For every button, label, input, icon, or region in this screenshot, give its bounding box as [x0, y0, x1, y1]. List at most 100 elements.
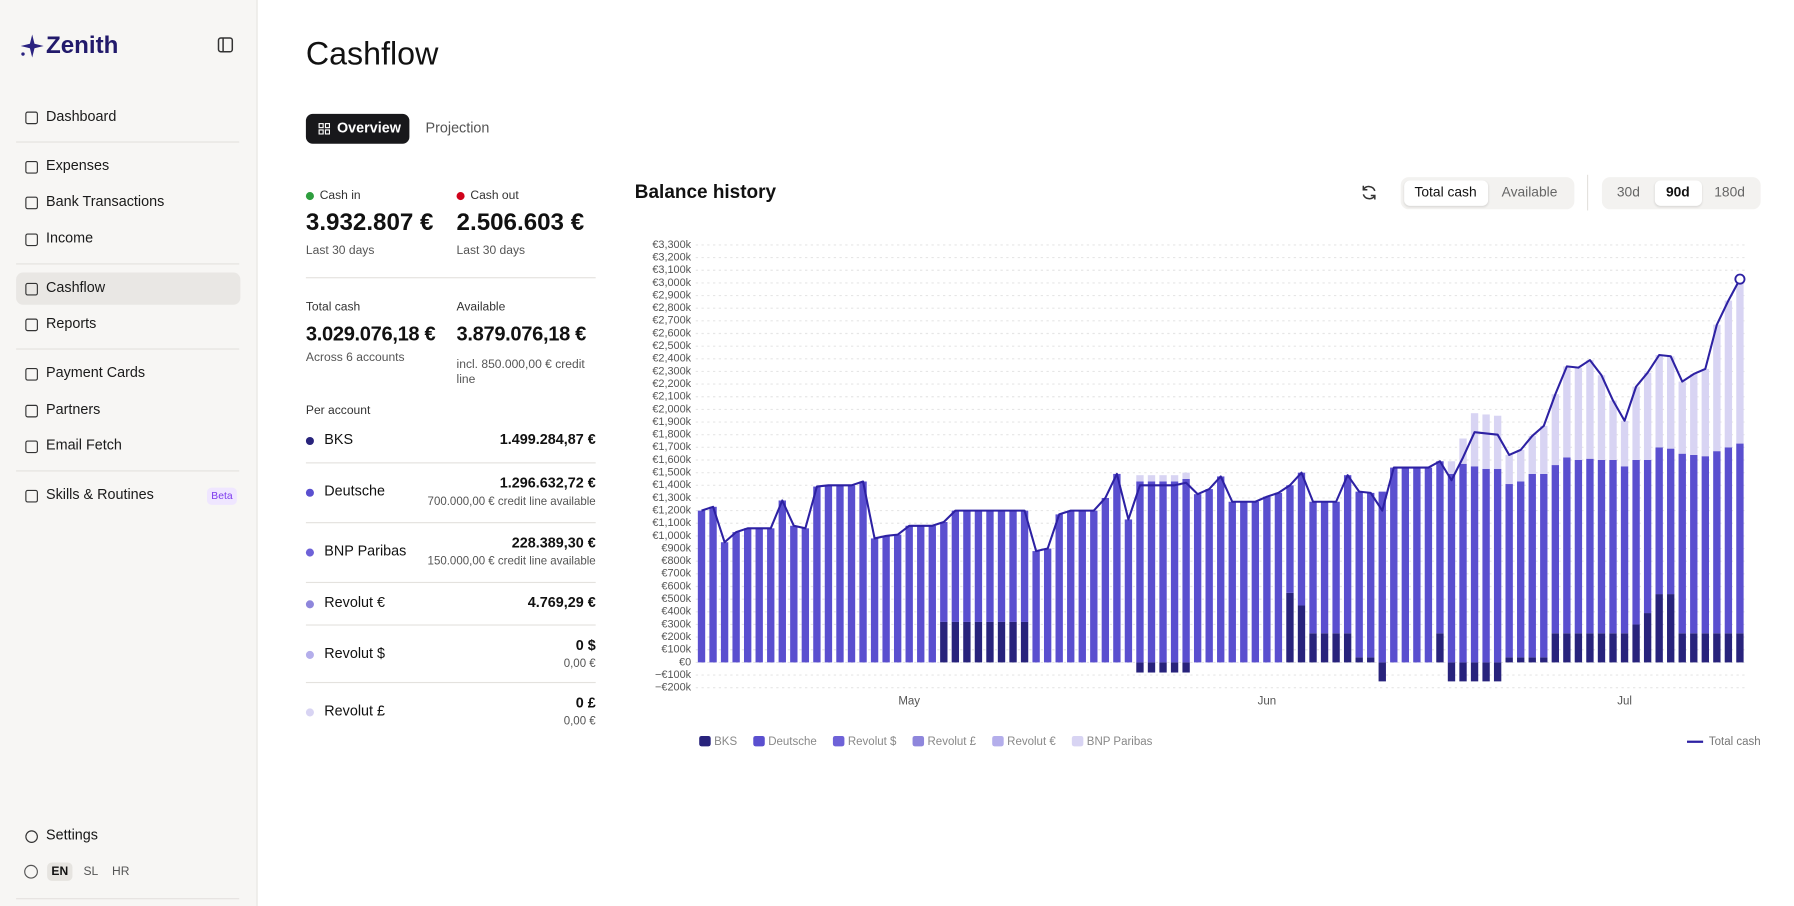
account-balance: 228.389,30 € [511, 535, 596, 552]
bar-segment [1482, 414, 1490, 469]
bar-segment [1124, 519, 1133, 663]
nav-item[interactable]: Email Fetch [46, 437, 122, 454]
account-balance: 0 $ [575, 637, 596, 654]
account-note: 0,00 € [563, 715, 596, 728]
bar-segment [1240, 501, 1248, 663]
nav-icon [25, 196, 38, 210]
nav-active-bg [16, 272, 241, 305]
bar-segment [801, 528, 810, 663]
view-option[interactable]: Available [1501, 184, 1558, 201]
nav-item[interactable]: Income [46, 230, 94, 247]
nav-item[interactable]: Cashflow [46, 279, 106, 296]
bar-segment [1505, 657, 1513, 663]
nav-item[interactable]: Payment Cards [46, 364, 146, 381]
section-title: Per account [305, 403, 371, 418]
y-tick-label: −€200k [655, 682, 692, 694]
bar-segment [1701, 368, 1709, 457]
bar-segment [951, 621, 960, 663]
nav-item[interactable]: Dashboard [46, 108, 117, 125]
bar-segment [824, 485, 833, 663]
account-dot [305, 488, 314, 497]
range-toggle-active [1654, 180, 1702, 206]
y-tick-label: €400k [661, 606, 691, 618]
beta-badge [207, 487, 237, 505]
refresh-button[interactable] [1360, 184, 1377, 201]
y-tick-label: €1,100k [652, 517, 691, 529]
account-name: BKS [324, 431, 354, 448]
y-tick-label: €1,200k [652, 504, 691, 516]
nav-item[interactable]: Expenses [46, 157, 110, 174]
range-option[interactable]: 90d [1665, 184, 1690, 201]
y-tick-label: €2,200k [652, 378, 691, 390]
bar-segment [1609, 633, 1617, 663]
bar-segment [1736, 279, 1744, 444]
settings[interactable]: Settings [46, 827, 98, 844]
bar-segment [1101, 497, 1110, 663]
tab[interactable]: Overview [336, 119, 401, 136]
range-option[interactable]: 180d [1714, 184, 1745, 201]
legend-swatch [992, 736, 1004, 747]
bar-segment [974, 621, 983, 663]
nav-item[interactable]: Bank Transactions [46, 193, 165, 210]
y-tick-label: €800k [661, 555, 691, 567]
nav-item[interactable]: Reports [46, 315, 97, 332]
bar-segment [1574, 367, 1583, 460]
bar-segment [859, 481, 867, 663]
bar-segment [1736, 443, 1744, 634]
bar-segment [1643, 613, 1652, 663]
settings-icon [25, 830, 38, 843]
account-name: Deutsche [324, 483, 386, 500]
bar-segment [1182, 478, 1190, 663]
y-tick-label: €2,300k [652, 365, 691, 377]
bar-segment [1043, 548, 1052, 663]
bar-segment [1136, 481, 1144, 663]
bar-segment [1020, 510, 1029, 622]
bar-segment [1597, 633, 1606, 663]
language-option[interactable]: SL [83, 864, 99, 879]
bar-segment [1551, 394, 1560, 466]
bar-segment [1505, 484, 1513, 658]
language-option[interactable]: HR [112, 864, 130, 879]
bar-segment [1574, 460, 1583, 634]
total-cash-line [701, 278, 1741, 553]
bar-segment [1078, 510, 1086, 663]
bar-segment [1736, 633, 1744, 663]
bar-segment [905, 525, 913, 663]
view-option[interactable]: Total cash [1414, 184, 1477, 201]
bar-segment [1113, 473, 1121, 663]
bar-segment [940, 521, 948, 622]
stat-note: incl. 850.000,00 € credit line [456, 357, 585, 386]
bar-segment [870, 538, 879, 663]
bar-segment [1147, 475, 1156, 482]
bar-segment [1563, 633, 1571, 663]
language-option[interactable]: EN [51, 864, 69, 879]
bar-segment [1032, 551, 1040, 663]
bar-segment [974, 510, 983, 622]
legend-label: Revolut € [1007, 736, 1056, 748]
account-balance: 0 £ [575, 694, 596, 711]
bar-segment [997, 510, 1006, 622]
bar-segment [1193, 494, 1202, 663]
bar-segment [1170, 662, 1179, 673]
bar-segment [1551, 633, 1560, 663]
tab-active[interactable] [305, 113, 410, 144]
nav-item[interactable]: Skills & Routines [46, 486, 154, 503]
bar-segment [1147, 662, 1156, 673]
y-tick-label: −€100k [655, 669, 692, 681]
bar-segment [1586, 633, 1594, 663]
bar-segment [1643, 372, 1652, 460]
bar-segment [1390, 467, 1398, 663]
y-tick-label: €1,300k [652, 492, 691, 504]
range-option[interactable]: 30d [1616, 184, 1640, 201]
y-tick-label: €1,000k [652, 530, 691, 542]
tab[interactable]: Projection [425, 119, 490, 136]
y-tick-label: €3,200k [652, 251, 691, 263]
view-toggle-active [1404, 180, 1489, 206]
collapse-button[interactable] [217, 37, 234, 53]
bar-segment [882, 535, 890, 663]
bar-segment [1343, 633, 1352, 663]
nav-item[interactable]: Partners [46, 401, 101, 418]
y-tick-label: €2,800k [652, 302, 691, 314]
nav-icon [25, 318, 38, 332]
